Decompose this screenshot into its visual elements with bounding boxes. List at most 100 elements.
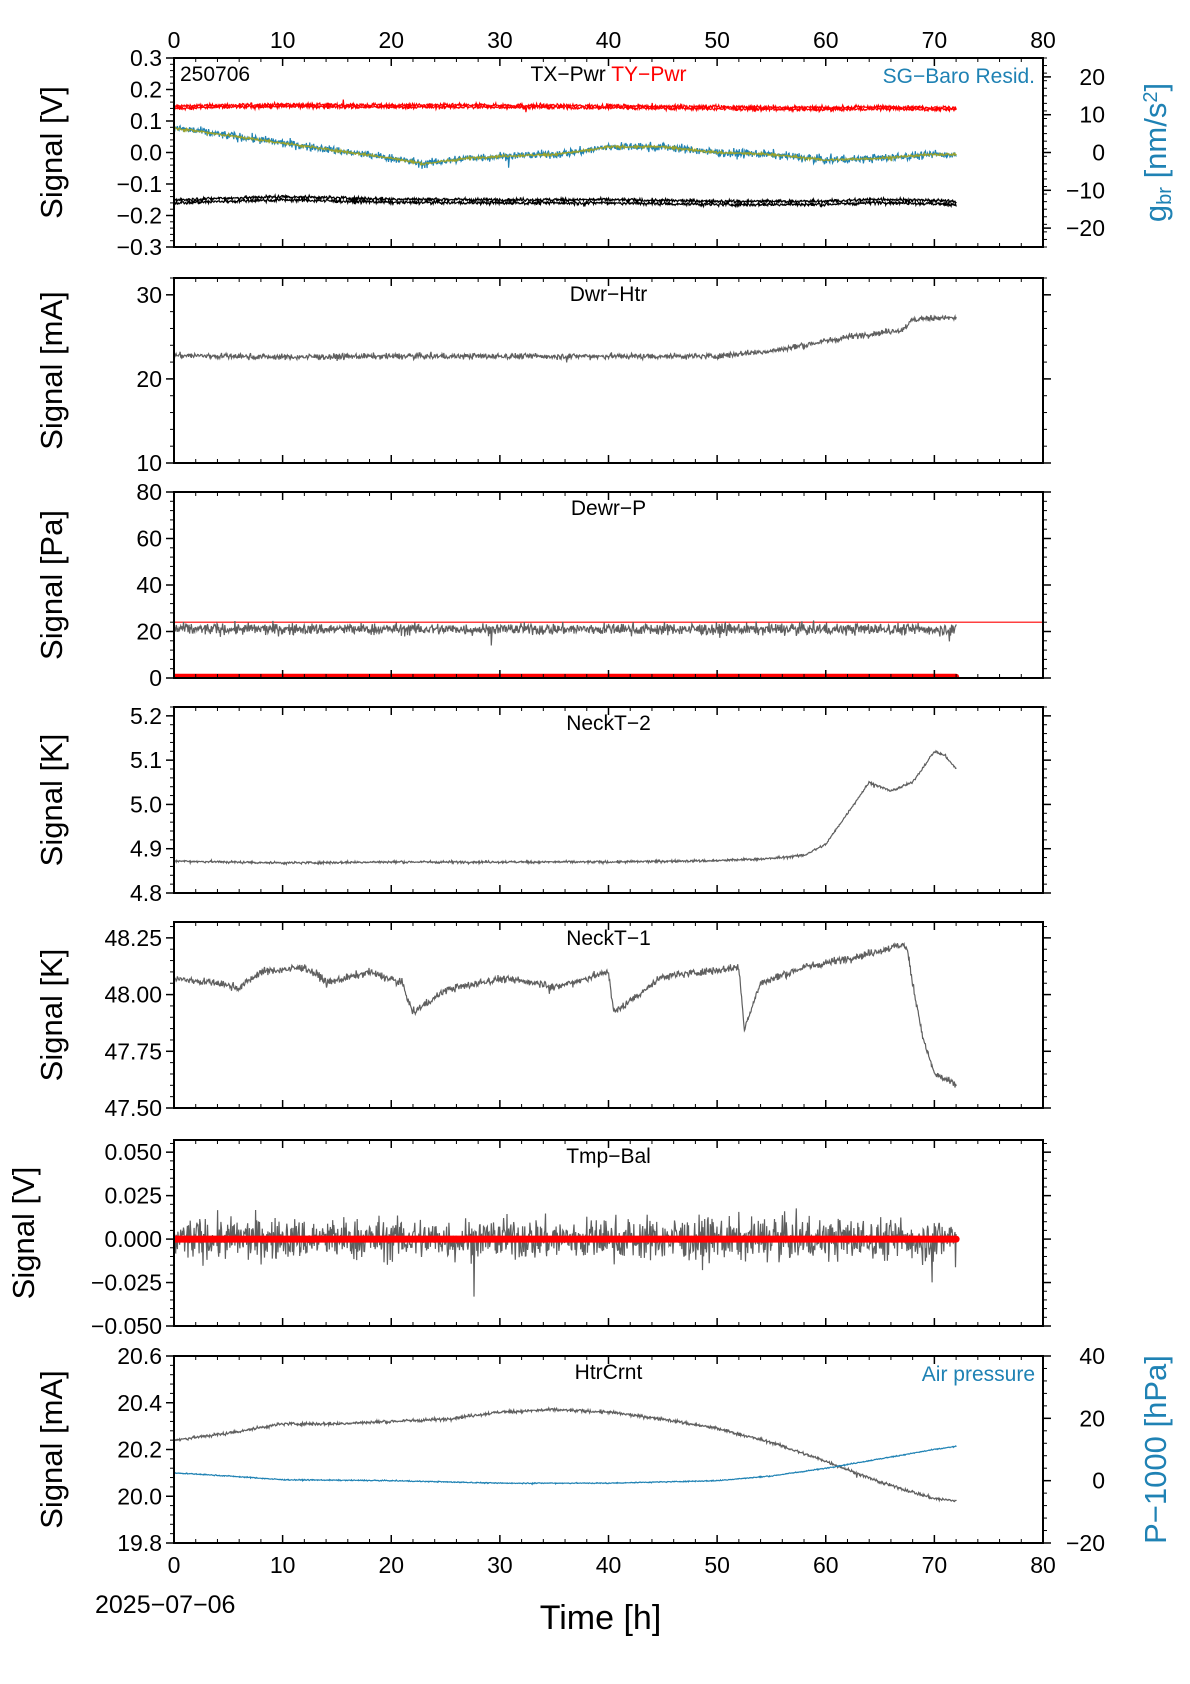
y-axis-label: Signal [V]	[34, 86, 69, 219]
series-tx-ty-pwr-4	[174, 124, 957, 169]
x-tick-label-bottom: 50	[704, 1552, 730, 1578]
series-dwr-htr-0	[174, 313, 957, 363]
series-group	[174, 99, 957, 209]
x-tick-label-bottom: 80	[1030, 1552, 1056, 1578]
y-tick-label: 20.4	[117, 1390, 162, 1416]
right-title: Air pressure	[922, 1363, 1035, 1386]
y-tick-label: 80	[136, 479, 162, 505]
x-tick-label-bottom: 0	[168, 1552, 181, 1578]
series-tx-ty-pwr-2	[174, 193, 957, 206]
series-htrcrnt-0	[174, 1406, 957, 1503]
panel-title: Dwr−Htr	[570, 283, 648, 306]
x-tick-label-bottom: 70	[922, 1552, 948, 1578]
y2-label-part: ]	[1138, 83, 1173, 92]
panel-title: Dewr−P	[571, 497, 646, 520]
y-tick-label: 0.2	[130, 77, 162, 103]
panel-dewr-p: 0 20 40 60 80 Signal [Pa] Dewr−P	[34, 479, 1051, 691]
series-tmp-bal-0	[174, 1208, 957, 1297]
y-tick-label: −0.025	[91, 1270, 162, 1296]
panel-title: NeckT−1	[566, 927, 651, 950]
y-tick-label: 4.8	[130, 880, 162, 906]
y2-axis-label: gbr [nm/s2]	[1138, 83, 1176, 222]
series-group	[174, 313, 957, 363]
x-tick-label-bottom: 30	[487, 1552, 513, 1578]
series-group	[174, 749, 957, 866]
y-axis-label: Signal [V]	[6, 1167, 41, 1300]
series-htrcrnt-1	[174, 1445, 957, 1486]
y-tick-label: 48.25	[104, 925, 162, 951]
y2-tick-label: −10	[1066, 177, 1105, 203]
y2-axis-label: P−1000 [hPa]	[1138, 1355, 1173, 1544]
x-tick-label-top: 20	[378, 27, 404, 53]
series-tx-ty-pwr-5	[174, 126, 957, 167]
x-axis-label: Time [h]	[540, 1599, 662, 1637]
y2-tick-label: 40	[1079, 1343, 1105, 1369]
y-tick-label: 20.0	[117, 1483, 162, 1509]
y-tick-label: 47.75	[104, 1038, 162, 1064]
y-tick-label: 47.50	[104, 1095, 162, 1121]
panel-title: NeckT−2	[566, 712, 651, 735]
series-group	[174, 941, 957, 1088]
panel-title-part: TX−Pwr	[531, 63, 606, 86]
y-tick-label: 5.2	[130, 703, 162, 729]
y-axis-label: Signal [K]	[34, 734, 69, 867]
y-axis-label: Signal [mA]	[34, 291, 69, 450]
x-tick-label-top: 30	[487, 27, 513, 53]
panel-title: HtrCrnt	[575, 1361, 643, 1384]
x-tick-label-top: 80	[1030, 27, 1056, 53]
y-tick-label: 10	[136, 450, 162, 476]
y-tick-label: 5.1	[130, 747, 162, 773]
y-tick-label: 0.050	[104, 1139, 162, 1165]
panel-tmp-bal: −0.050 −0.025 0.000 0.025 0.050 Signal [V] Tmp…	[6, 1139, 1051, 1339]
series-tx-ty-pwr-3	[174, 196, 957, 209]
y-tick-label: 60	[136, 526, 162, 552]
panel-tx-ty-pwr: −0.3 −0.2 −0.1 0.0 0.1 0.2 0.3 −20 −10 0 10 20 Signa…	[34, 45, 1176, 260]
series-tx-ty-pwr-1	[174, 102, 957, 114]
y-axis-label: Signal [K]	[34, 949, 69, 1082]
series-group	[174, 620, 1043, 678]
corner-label: 250706	[180, 63, 250, 86]
y-tick-label: 20	[136, 619, 162, 645]
x-tick-label-top: 10	[270, 27, 296, 53]
panel-neckt-1: 47.50 47.75 48.00 48.25 Signal [K] NeckT−1	[34, 921, 1051, 1121]
x-tick-label-top: 50	[704, 27, 730, 53]
y-tick-label: 20	[136, 366, 162, 392]
y2-tick-label: 20	[1079, 64, 1105, 90]
x-tick-label-bottom: 10	[270, 1552, 296, 1578]
y2-label-part: br	[1154, 187, 1176, 205]
x-tick-label-top: 60	[813, 27, 839, 53]
y-tick-label: 5.0	[130, 791, 162, 817]
y-tick-label: 48.00	[104, 982, 162, 1008]
panel-neckt-2: 4.8 4.9 5.0 5.1 5.2 Signal [K] NeckT−2	[34, 703, 1051, 906]
y-tick-label: −0.3	[117, 234, 162, 260]
y2-tick-label: 10	[1079, 102, 1105, 128]
y-tick-label: 0	[149, 665, 162, 691]
y2-tick-label: 0	[1092, 1468, 1105, 1494]
right-title: SG−Baro Resid.	[883, 65, 1035, 88]
series-dewr-p-0	[174, 620, 957, 646]
y-tick-label: −0.050	[91, 1313, 162, 1339]
y-tick-label: 20.6	[117, 1343, 162, 1369]
y-tick-label: 30	[136, 282, 162, 308]
y-tick-label: −0.2	[117, 203, 162, 229]
y-tick-label: −0.1	[117, 171, 162, 197]
series-group	[174, 1208, 960, 1297]
y-tick-label: 0.000	[104, 1226, 162, 1252]
y-tick-label: 40	[136, 572, 162, 598]
panel-dwr-htr: 10 20 30 Signal [mA] Dwr−Htr	[34, 277, 1051, 476]
y-tick-label: 19.8	[117, 1530, 162, 1556]
x-tick-label-top: 40	[596, 27, 622, 53]
y2-tick-label: −20	[1066, 1530, 1105, 1556]
series-neckt-1-0	[174, 941, 957, 1088]
y-tick-label: 0.0	[130, 140, 162, 166]
y-tick-label: 20.2	[117, 1437, 162, 1463]
y-tick-label: 0.1	[130, 108, 162, 134]
x-tick-label-top: 0	[168, 27, 181, 53]
y2-tick-label: −20	[1066, 215, 1105, 241]
panel-title: TX−Pwr TY−Pwr	[531, 63, 687, 86]
y2-label-part: 2	[1140, 92, 1162, 103]
x-tick-label-bottom: 60	[813, 1552, 839, 1578]
series-group	[174, 1406, 957, 1503]
x-tick-label-top: 70	[922, 27, 948, 53]
